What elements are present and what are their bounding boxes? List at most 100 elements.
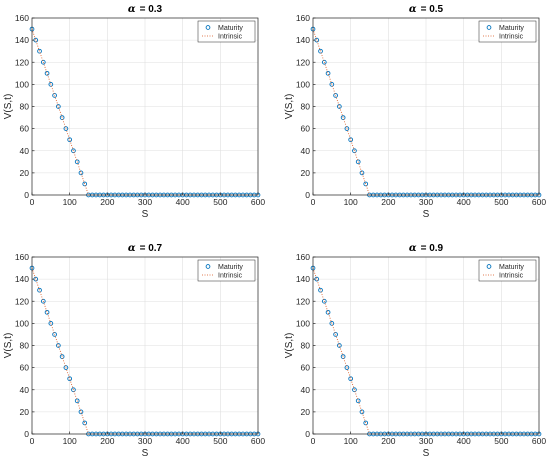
data-point-maturity (340, 354, 346, 359)
x-tick-label: 300 (138, 197, 152, 207)
y-tick-label: 160 (296, 252, 310, 262)
x-tick-label: 0 (311, 436, 316, 446)
data-point-maturity (52, 332, 57, 337)
chart-title: α = 0.9 (409, 243, 444, 254)
chart-title: α = 0.5 (409, 4, 444, 15)
y-tick-label: 0 (305, 190, 310, 200)
data-point-maturity (74, 398, 80, 404)
chart-title: α = 0.3 (128, 4, 163, 15)
x-tick-label: 600 (532, 197, 546, 207)
y-tick-label: 120 (296, 296, 310, 306)
y-tick-label: 0 (24, 429, 29, 439)
data-point-maturity (333, 332, 338, 337)
x-tick-label: 100 (344, 436, 358, 446)
x-tick-label: 600 (532, 436, 546, 446)
x-tick-label: 500 (494, 436, 508, 446)
legend-swatch-maturity (486, 264, 492, 269)
legend-box (478, 259, 537, 282)
y-axis-label: V(S,t) (3, 94, 14, 120)
y-tick-label: 20 (20, 168, 30, 178)
y-axis-label: V(S,t) (284, 94, 295, 120)
data-point-maturity (67, 137, 73, 143)
y-tick-label: 100 (296, 79, 310, 89)
data-point-maturity (325, 309, 331, 315)
y-tick-label: 60 (301, 363, 311, 373)
y-tick-label: 100 (15, 318, 29, 328)
legend-label-maturity: Maturity (218, 264, 243, 271)
data-point-maturity (63, 365, 69, 370)
y-tick-label: 120 (296, 57, 310, 67)
title-value: = 0.3 (140, 4, 163, 15)
x-axis-label: S (142, 448, 149, 459)
y-tick-label: 40 (20, 385, 30, 395)
x-tick-label: 400 (176, 197, 190, 207)
y-tick-label: 40 (20, 146, 30, 156)
data-point-maturity (44, 309, 50, 315)
legend-swatch-maturity (486, 25, 492, 30)
legend-label-maturity: Maturity (499, 264, 524, 271)
subplot-3: 0 100 200 300 400 500 600 0 20 40 60 80 100 120 140 160… (3, 243, 265, 459)
data-point-maturity (359, 409, 365, 415)
data-point-maturity (321, 59, 327, 65)
x-tick-label: 0 (30, 436, 35, 446)
data-point-maturity (48, 82, 54, 87)
data-point-maturity (318, 48, 323, 54)
x-tick-label: 200 (100, 436, 114, 446)
x-tick-label: 600 (251, 436, 265, 446)
data-point-maturity (82, 420, 88, 426)
data-point-maturity (329, 321, 335, 326)
y-tick-label: 0 (24, 190, 29, 200)
data-point-maturity (63, 126, 69, 131)
legend-label-intrinsic: Intrinsic (218, 34, 243, 41)
x-tick-label: 200 (381, 197, 395, 207)
title-symbol: α (128, 243, 136, 254)
data-point-maturity (355, 159, 361, 165)
y-tick-label: 160 (296, 13, 310, 23)
x-tick-label: 0 (30, 197, 35, 207)
data-point-maturity (321, 298, 327, 304)
y-tick-label: 120 (15, 296, 29, 306)
legend-label-intrinsic: Intrinsic (499, 273, 524, 280)
data-point-maturity (337, 104, 342, 109)
y-tick-label: 80 (20, 102, 30, 112)
title-value: = 0.7 (140, 243, 163, 254)
y-tick-label: 20 (301, 407, 311, 417)
y-tick-label: 40 (301, 385, 311, 395)
x-tick-label: 100 (344, 197, 358, 207)
y-tick-label: 140 (15, 274, 29, 284)
y-tick-label: 60 (20, 363, 30, 373)
y-tick-label: 80 (20, 341, 30, 351)
y-tick-label: 160 (15, 252, 29, 262)
data-point-maturity (56, 104, 61, 109)
x-axis-label: S (423, 448, 430, 459)
chart-title: α = 0.7 (128, 243, 163, 254)
title-value: = 0.5 (421, 4, 444, 15)
subplot-2: 0 100 200 300 400 500 600 0 20 40 60 80 100 120 140 160… (284, 4, 546, 220)
data-point-maturity (44, 70, 50, 76)
data-point-maturity (348, 137, 354, 143)
legend-label-maturity: Maturity (499, 25, 524, 32)
x-tick-label: 300 (138, 436, 152, 446)
y-tick-label: 80 (301, 102, 311, 112)
data-point-maturity (333, 93, 338, 98)
x-tick-label: 500 (494, 197, 508, 207)
data-point-maturity (363, 181, 369, 187)
x-axis-label: S (423, 209, 430, 220)
data-point-maturity (352, 148, 357, 154)
data-point-maturity (344, 365, 350, 370)
data-point-maturity (344, 126, 350, 131)
legend-swatch-maturity (205, 264, 211, 269)
subplot-1: 0 100 200 300 400 500 600 0 20 40 60 80 100 120 140 160… (3, 4, 265, 220)
x-tick-label: 400 (457, 197, 471, 207)
y-tick-label: 140 (15, 35, 29, 45)
x-tick-label: 100 (63, 436, 77, 446)
data-point-maturity (71, 387, 76, 393)
legend-label-intrinsic: Intrinsic (218, 273, 243, 280)
data-point-maturity (78, 409, 84, 415)
x-tick-label: 500 (213, 197, 227, 207)
y-tick-label: 100 (296, 318, 310, 328)
x-tick-label: 500 (213, 436, 227, 446)
y-axis-label: V(S,t) (284, 333, 295, 359)
y-tick-label: 160 (15, 13, 29, 23)
